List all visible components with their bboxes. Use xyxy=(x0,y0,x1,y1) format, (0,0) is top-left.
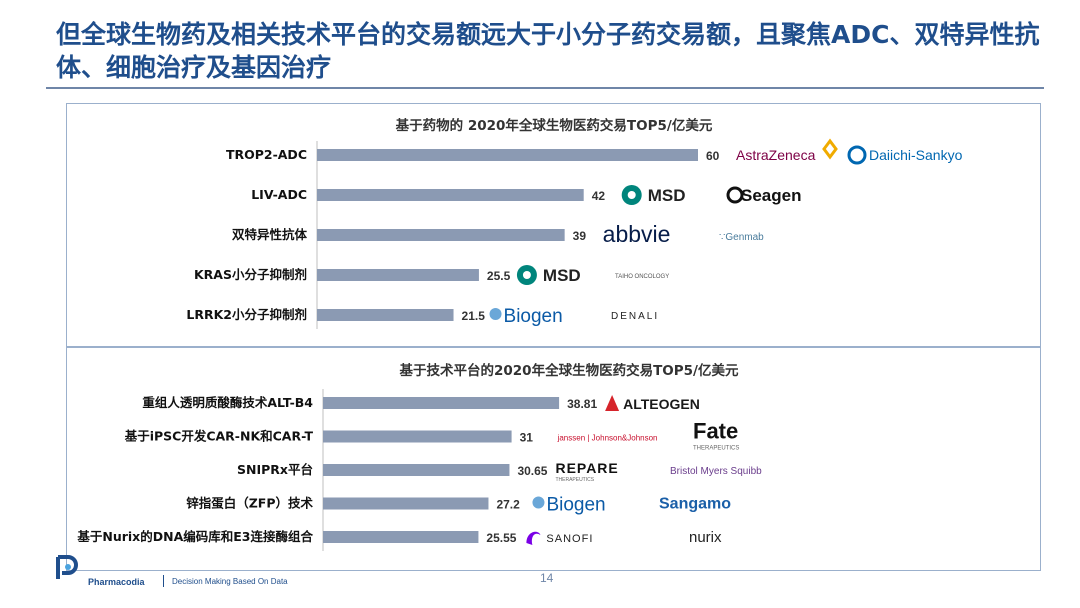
partner-logo: Fate THERAPEUTICS xyxy=(693,419,739,452)
taiho-oncology-logo: TAIHO ONCOLOGY xyxy=(615,274,669,280)
partner-logo: Daiichi-Sankyo xyxy=(847,145,963,165)
drug-deals-panel: 基于药物的 2020年全球生物医药交易TOP5/亿美元 TROP2-ADC 60 As… xyxy=(66,103,1041,347)
brand-name-en: Pharmacodia xyxy=(88,577,145,587)
platform-chart-title: 基于技术平台的2020年全球生物医药交易TOP5/亿美元 xyxy=(400,362,739,379)
platform-chart-bar xyxy=(323,497,489,510)
platform-chart-bar xyxy=(323,531,479,543)
msd-logo: MSD xyxy=(543,266,581,285)
drug-chart-category-label: TROP2-ADC xyxy=(226,147,307,162)
repare-tagline: THERAPEUTICS xyxy=(555,477,594,483)
partner-logo: Seagen xyxy=(726,186,801,205)
drug-chart-bar xyxy=(317,309,454,321)
platform-chart-value-label: 38.81 xyxy=(567,397,597,411)
platform-chart-value-label: 25.55 xyxy=(486,531,516,545)
platform-chart-value-label: 30.65 xyxy=(517,464,547,478)
fate-logo: Fate xyxy=(693,419,738,444)
astrazeneca-mark-icon xyxy=(822,138,838,160)
drug-chart-bar xyxy=(317,149,698,161)
partner-logo: nurix xyxy=(689,529,722,546)
astrazeneca-logo: AstraZeneca xyxy=(736,147,816,163)
drug-chart-category-label: LIV-ADC xyxy=(251,187,307,202)
footer-separator xyxy=(163,575,164,587)
drug-chart-category-label: KRAS小分子抑制剂 xyxy=(194,267,307,282)
partner-logo: ALTEOGEN xyxy=(605,395,700,412)
repare-logo: REPARE xyxy=(555,460,618,476)
denali-logo: DENALI xyxy=(611,311,659,322)
drug-chart-value-label: 60 xyxy=(706,149,720,163)
platform-chart-category-label: SNIPRx平台 xyxy=(237,462,313,477)
platform-chart-category-label: 锌指蛋白（ZFP）技术 xyxy=(186,496,313,511)
genmab-logo: ∵Genmab xyxy=(719,232,764,243)
alteogen-logo: ALTEOGEN xyxy=(623,396,700,412)
sanofi-mark-icon xyxy=(526,531,541,545)
nurix-logo: nurix xyxy=(689,529,722,546)
partner-logo: janssen | Johnson&Johnson xyxy=(557,434,658,443)
drug-chart-value-label: 25.5 xyxy=(487,269,511,283)
sangamo-logo: Sangamo xyxy=(659,496,731,513)
partner-logo: Bristol Myers Squibb xyxy=(670,466,762,477)
partner-logo: TAIHO ONCOLOGY xyxy=(615,274,669,280)
janssen-jnj-logo: janssen | Johnson&Johnson xyxy=(557,434,658,443)
daiichi-sankyo-mark-icon xyxy=(847,145,867,165)
drug-chart-category-label: LRRK2小分子抑制剂 xyxy=(186,307,307,322)
drug-chart-value-label: 42 xyxy=(592,189,606,203)
platform-deals-panel: 基于技术平台的2020年全球生物医药交易TOP5/亿美元重组人透明质酸酶技术AL… xyxy=(66,347,1041,571)
drug-chart-title: 基于药物的 2020年全球生物医药交易TOP5/亿美元 xyxy=(396,117,713,134)
partner-logo: Biogen xyxy=(532,495,606,516)
seagen-logo: Seagen xyxy=(741,186,801,205)
drug-chart-bar xyxy=(317,189,584,201)
partner-logo: Sangamo xyxy=(659,496,731,513)
daiichi-sankyo-logo: Daiichi-Sankyo xyxy=(869,147,963,163)
partner-logo: MSD xyxy=(621,185,686,205)
drug-chart-bar xyxy=(317,229,565,241)
platform-chart-category-label: 基于Nurix的DNA编码库和E3连接酶组合 xyxy=(76,529,313,544)
biogen-mark-icon xyxy=(532,496,545,509)
biogen-mark-icon xyxy=(489,308,502,320)
drug-chart-bar xyxy=(317,269,479,281)
drug-chart-value-label: 39 xyxy=(573,229,587,243)
platform-chart-value-label: 27.2 xyxy=(496,498,520,512)
sanofi-logo: SANOFI xyxy=(546,533,593,545)
alteogen-mark-icon xyxy=(605,395,620,411)
platform-chart-bar xyxy=(323,430,512,443)
brand-tagline: Decision Making Based On Data xyxy=(172,577,288,586)
platform-chart-bar xyxy=(323,397,560,409)
seagen-mark-icon xyxy=(726,186,744,204)
partner-logo: AstraZeneca xyxy=(736,138,838,163)
platform-chart-category-label: 基于iPSC开发CAR-NK和CAR-T xyxy=(124,429,314,444)
platform-deals-chart: 基于技术平台的2020年全球生物医药交易TOP5/亿美元重组人透明质酸酶技术AL… xyxy=(76,362,762,551)
bms-logo: Bristol Myers Squibb xyxy=(670,466,762,477)
page-headline: 但全球生物药及相关技术平台的交易额远大于小分子药交易额，且聚焦ADC、双特异性抗… xyxy=(56,20,1040,82)
partner-logo: ∵Genmab xyxy=(719,232,764,243)
fate-tagline: THERAPEUTICS xyxy=(693,446,739,452)
abbvie-logo: abbvie xyxy=(603,221,671,247)
platform-chart-bar xyxy=(323,464,510,476)
drug-deals-chart: 基于药物的 2020年全球生物医药交易TOP5/亿美元 TROP2-ADC 60 As… xyxy=(186,117,963,329)
page-number: 14 xyxy=(540,571,554,585)
biogen-logo: Biogen xyxy=(546,495,605,516)
headline-divider xyxy=(46,87,1044,89)
msd-logo: MSD xyxy=(648,186,686,205)
msd-mark-icon xyxy=(621,185,642,205)
pharmacodia-logo-icon xyxy=(56,555,78,579)
partner-logo: Biogen xyxy=(489,306,563,327)
partner-logo: abbvie xyxy=(603,221,671,247)
biogen-logo: Biogen xyxy=(504,306,563,327)
platform-chart-category-label: 重组人透明质酸酶技术ALT-B4 xyxy=(142,395,313,410)
partner-logo: SANOFI xyxy=(526,531,593,545)
drug-chart-category-label: 双特异性抗体 xyxy=(231,227,308,242)
msd-mark-icon xyxy=(516,265,537,285)
partner-logo: DENALI xyxy=(611,311,659,322)
partner-logo: MSD xyxy=(516,265,581,285)
platform-chart-value-label: 31 xyxy=(520,431,534,445)
drug-chart-value-label: 21.5 xyxy=(462,309,486,323)
